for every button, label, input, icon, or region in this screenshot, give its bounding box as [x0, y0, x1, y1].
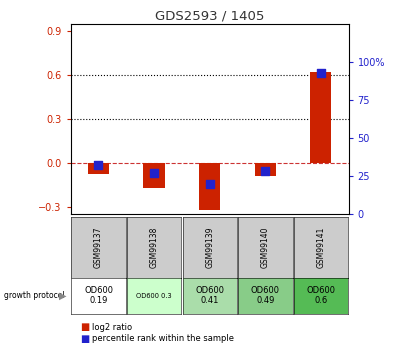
Bar — [199, 163, 220, 209]
Title: GDS2593 / 1405: GDS2593 / 1405 — [155, 10, 264, 23]
Point — [95, 162, 102, 168]
Text: OD600
0.6: OD600 0.6 — [307, 286, 335, 305]
Bar — [88, 163, 109, 175]
Point — [151, 170, 157, 176]
Text: GSM99139: GSM99139 — [205, 227, 214, 268]
Text: ■: ■ — [81, 334, 90, 344]
Text: ■: ■ — [81, 322, 90, 332]
Text: GSM99137: GSM99137 — [94, 227, 103, 268]
Text: growth protocol: growth protocol — [4, 291, 64, 300]
Text: OD600
0.41: OD600 0.41 — [195, 286, 224, 305]
Bar — [143, 163, 164, 188]
Point — [262, 169, 268, 174]
Bar — [255, 163, 276, 176]
Text: GSM99138: GSM99138 — [150, 227, 159, 268]
Text: OD600
0.19: OD600 0.19 — [84, 286, 113, 305]
Text: GSM99140: GSM99140 — [261, 227, 270, 268]
Bar — [310, 72, 331, 163]
Point — [206, 181, 213, 186]
Text: OD600
0.49: OD600 0.49 — [251, 286, 280, 305]
Text: percentile rank within the sample: percentile rank within the sample — [92, 334, 234, 343]
Text: GSM99141: GSM99141 — [316, 227, 326, 268]
Text: log2 ratio: log2 ratio — [92, 323, 132, 332]
Text: ▶: ▶ — [59, 291, 66, 301]
Point — [318, 70, 324, 76]
Text: OD600 0.3: OD600 0.3 — [136, 293, 172, 299]
